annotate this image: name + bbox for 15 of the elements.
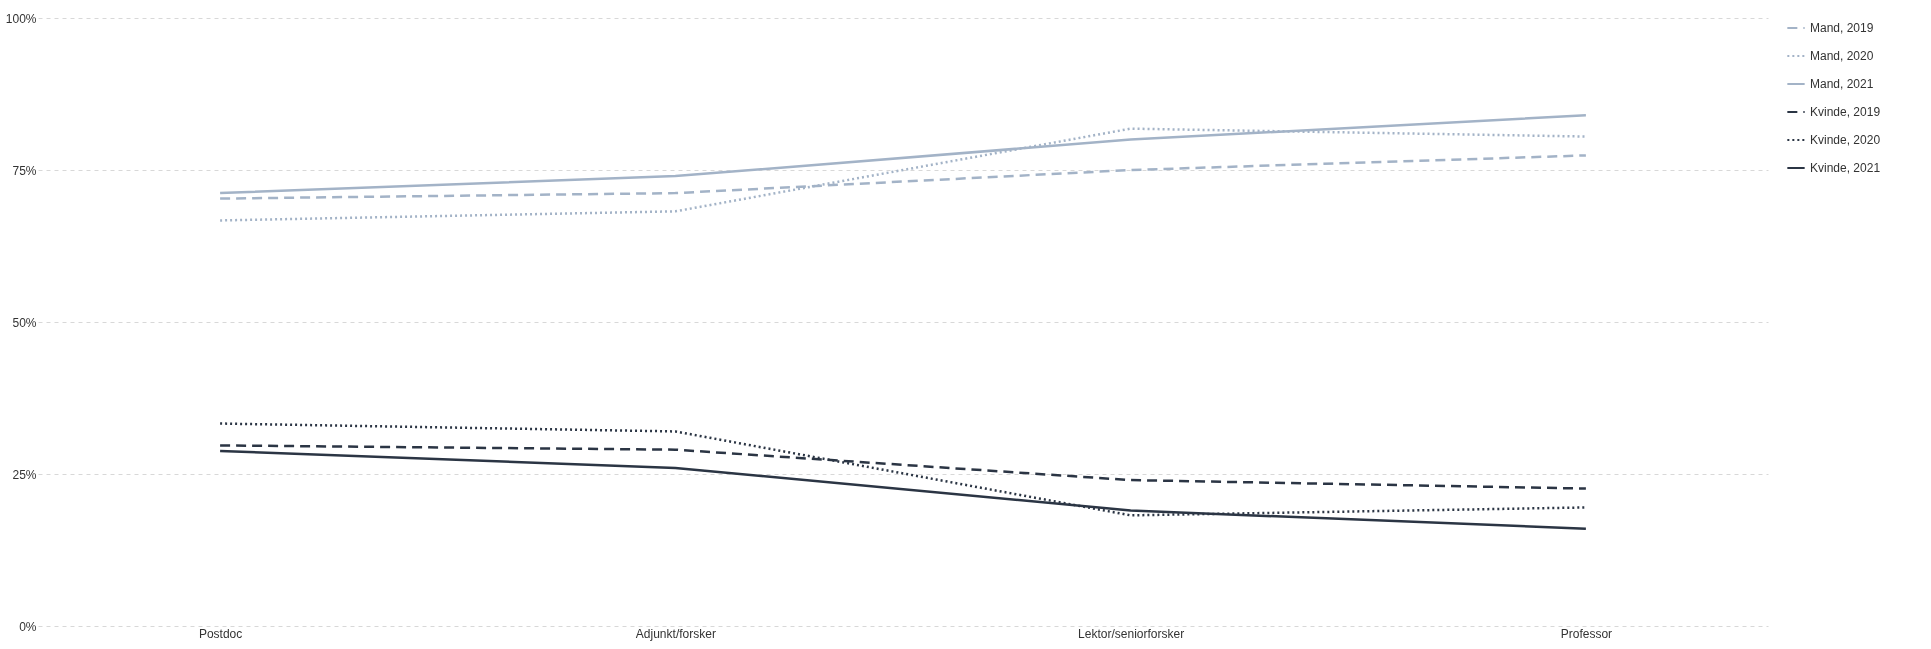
legend-label: Mand, 2021 bbox=[1810, 77, 1874, 91]
y-tick-label: 75% bbox=[12, 163, 37, 178]
legend-label: Kvinde, 2020 bbox=[1810, 133, 1881, 147]
legend-label: Mand, 2020 bbox=[1810, 49, 1874, 63]
y-tick-label: 100% bbox=[5, 11, 37, 26]
legend-label: Kvinde, 2021 bbox=[1810, 161, 1881, 175]
y-tick-label: 25% bbox=[12, 467, 37, 482]
y-tick-label: 50% bbox=[12, 315, 37, 330]
y-tick-label: 0% bbox=[19, 619, 37, 634]
x-tick-label: Adjunkt/forsker bbox=[635, 626, 716, 641]
x-tick-label: Postdoc bbox=[198, 626, 243, 641]
x-tick-label: Professor bbox=[1560, 626, 1613, 641]
legend-label: Mand, 2019 bbox=[1810, 21, 1874, 35]
legend-label: Kvinde, 2019 bbox=[1810, 105, 1881, 119]
x-tick-label: Lektor/seniorforsker bbox=[1078, 626, 1185, 641]
